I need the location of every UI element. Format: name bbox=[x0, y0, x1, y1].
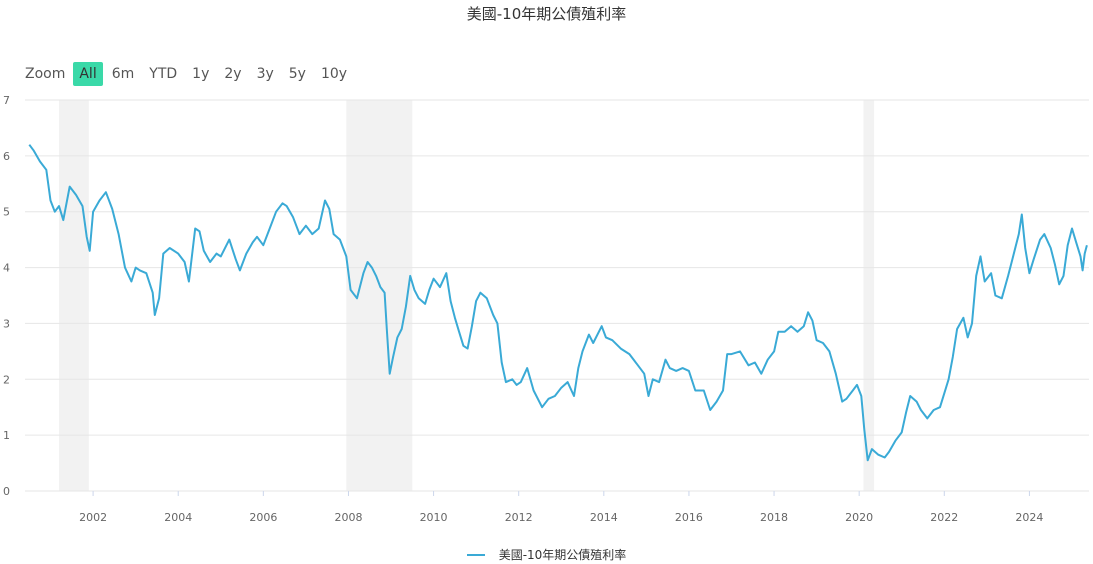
zoom-3y-button[interactable]: 3y bbox=[251, 62, 280, 86]
y-tick-label: 2 bbox=[3, 373, 10, 386]
x-axis: 2002 2004 2006 2008 2010 2012 2014 2016 2018 2020… bbox=[79, 491, 1043, 524]
legend-swatch bbox=[466, 553, 485, 556]
zoom-label: Zoom bbox=[25, 66, 66, 82]
zoom-5y-button[interactable]: 5y bbox=[283, 62, 312, 86]
gridlines bbox=[25, 99, 1089, 492]
x-tick-label: 2014 bbox=[590, 511, 618, 524]
zoom-ytd-button[interactable]: YTD bbox=[143, 62, 183, 86]
x-tick-label: 2002 bbox=[79, 511, 107, 524]
x-tick-label: 2016 bbox=[675, 511, 703, 524]
y-tick-label: 1 bbox=[3, 429, 10, 442]
recession-band bbox=[59, 100, 89, 491]
x-tick-label: 2010 bbox=[420, 511, 448, 524]
zoom-6m-button[interactable]: 6m bbox=[106, 62, 141, 86]
zoom-all-button[interactable]: All bbox=[73, 62, 103, 86]
y-tick-label: 7 bbox=[3, 94, 10, 107]
recession-bands bbox=[59, 100, 875, 491]
x-tick-label: 2006 bbox=[249, 511, 277, 524]
recession-band bbox=[863, 100, 875, 491]
chart-title: 美國-10年期公債殖利率 bbox=[466, 5, 627, 23]
y-tick-label: 5 bbox=[3, 206, 10, 219]
y-axis: 0 1 2 3 4 5 6 7 bbox=[3, 94, 10, 498]
y-tick-label: 4 bbox=[3, 262, 10, 275]
legend[interactable]: 美國-10年期公債殖利率 bbox=[0, 546, 1093, 563]
y-tick-label: 6 bbox=[3, 150, 10, 163]
zoom-2y-button[interactable]: 2y bbox=[218, 62, 247, 86]
series-line bbox=[28, 144, 1088, 462]
x-tick-label: 2022 bbox=[930, 511, 958, 524]
x-tick-label: 2004 bbox=[164, 511, 192, 524]
zoom-1y-button[interactable]: 1y bbox=[186, 62, 215, 86]
y-tick-label: 0 bbox=[3, 485, 10, 498]
legend-label: 美國-10年期公債殖利率 bbox=[498, 548, 627, 562]
x-tick-label: 2020 bbox=[845, 511, 873, 524]
zoom-10y-button[interactable]: 10y bbox=[315, 62, 353, 86]
series-layer bbox=[28, 144, 1088, 462]
zoom-toolbar: Zoom All 6m YTD 1y 2y 3y 5y 10y bbox=[25, 62, 356, 86]
x-tick-label: 2012 bbox=[505, 511, 533, 524]
y-tick-label: 3 bbox=[3, 317, 10, 330]
x-tick-label: 2008 bbox=[334, 511, 362, 524]
recession-band bbox=[346, 100, 413, 491]
x-tick-label: 2018 bbox=[760, 511, 788, 524]
x-tick-label: 2024 bbox=[1015, 511, 1043, 524]
